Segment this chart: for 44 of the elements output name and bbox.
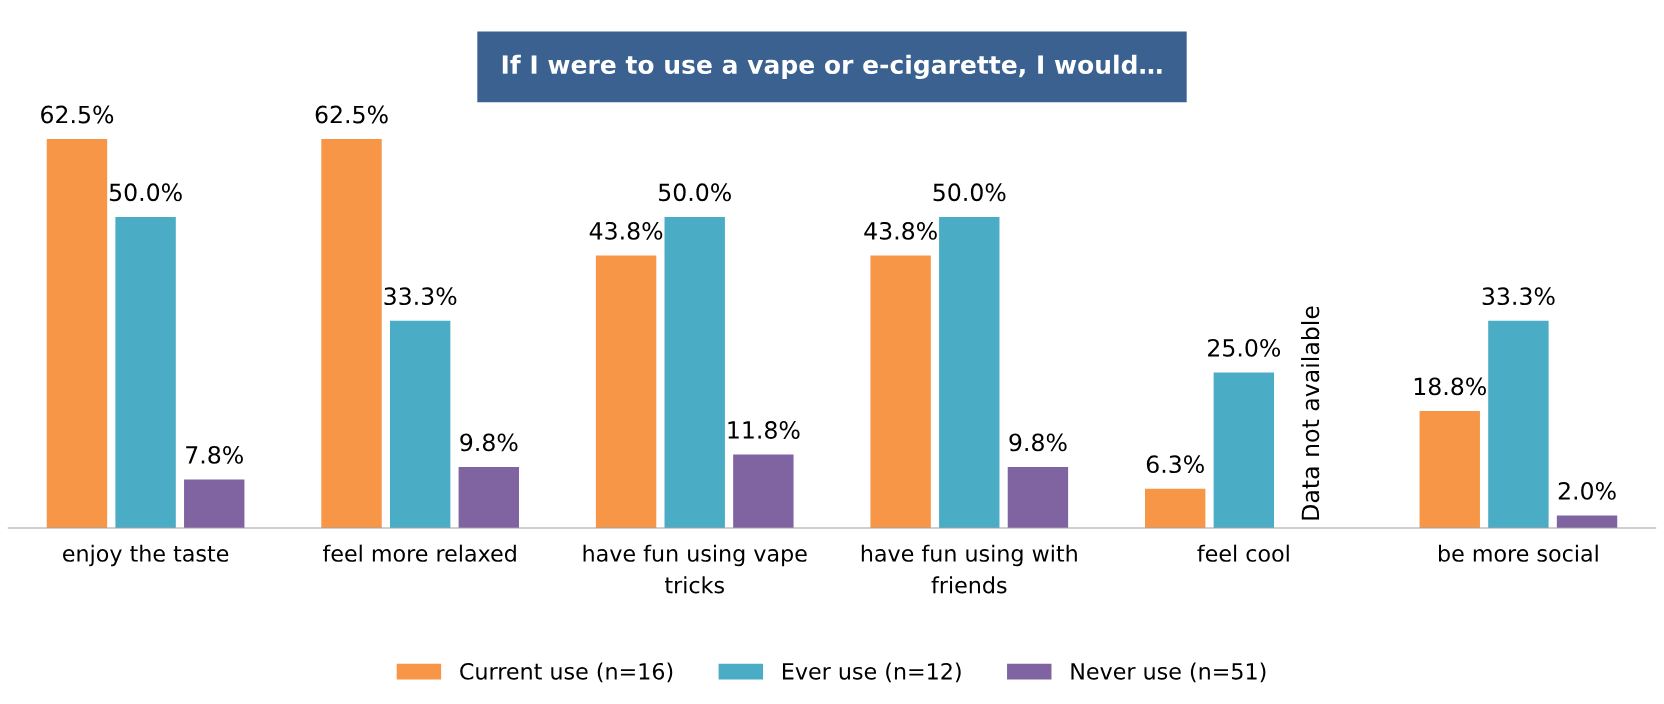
data-label: 7.8% <box>186 445 243 464</box>
data-label: 62.5% <box>315 105 388 124</box>
bar <box>115 216 176 528</box>
x-tick-label: feel cool <box>1197 544 1289 562</box>
bar <box>1213 372 1275 528</box>
legend-label: Current use (n=16) <box>460 662 673 683</box>
data-label: 50.0% <box>659 183 731 202</box>
chart-title: If I were to use a vape or e-cigarette, I would… <box>502 54 1162 80</box>
data-label: 43.8% <box>864 221 937 240</box>
bar <box>46 139 108 528</box>
x-tick-label: have fun using with friends <box>861 544 1077 594</box>
legend-label: Ever use (n=12) <box>782 662 961 683</box>
bar <box>733 454 794 528</box>
data-label: 11.8% <box>728 421 800 439</box>
bar <box>1007 467 1069 528</box>
data-label: 50.0% <box>933 183 1006 202</box>
bar <box>458 467 519 528</box>
data-label: 9.8% <box>460 433 518 452</box>
x-tick-label: have fun using vape tricks <box>583 544 807 594</box>
annotation: Data not available <box>1301 306 1320 520</box>
data-label: 6.3% <box>1146 455 1204 474</box>
x-tick-label: enjoy the taste <box>63 544 229 567</box>
bar <box>321 139 382 528</box>
data-label: 18.8% <box>1414 377 1486 396</box>
data-label: 25.0% <box>1208 338 1281 357</box>
x-tick-label: feel more relaxed <box>322 544 516 562</box>
bar <box>1419 411 1480 528</box>
bar <box>389 320 451 528</box>
bar <box>595 255 657 528</box>
legend-label: Never use (n=51) <box>1071 662 1266 683</box>
bar <box>1488 320 1549 528</box>
bar <box>939 216 1000 528</box>
data-label: 62.5% <box>41 105 114 124</box>
data-label: 33.3% <box>1482 287 1555 306</box>
data-label: 50.0% <box>109 183 182 202</box>
x-tick-label: be more social <box>1439 544 1598 562</box>
bar <box>664 216 725 528</box>
bar <box>184 479 245 528</box>
data-label: 43.8% <box>589 221 663 240</box>
data-label: 2.0% <box>1558 482 1616 500</box>
data-label: 33.3% <box>384 287 457 306</box>
bar <box>870 255 931 528</box>
bar <box>1145 488 1206 528</box>
data-label: 9.8% <box>1009 433 1067 452</box>
